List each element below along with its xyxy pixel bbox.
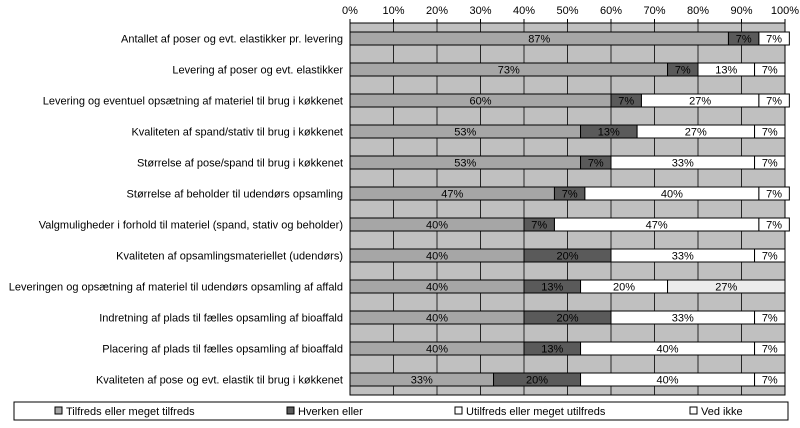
data-label: 40% — [426, 313, 448, 325]
bar-segment — [758, 93, 790, 108]
x-tick-label: 10% — [382, 5, 404, 17]
data-label: 7% — [762, 313, 778, 325]
data-label: 7% — [562, 189, 578, 201]
bar-segment — [754, 248, 786, 263]
data-label: 7% — [736, 34, 752, 46]
data-label: 7% — [766, 220, 782, 232]
category-label: Leveringen og opsætning af materiel til … — [9, 282, 343, 294]
category-label: Størrelse af pose/spand til brug i køkke… — [137, 158, 343, 170]
data-label: 7% — [762, 344, 778, 356]
bar-segment — [754, 155, 786, 170]
legend-label: Hverken eller — [298, 406, 363, 418]
bar-segment — [758, 31, 790, 46]
category-label: Kvaliteten af opsamlingsmateriellet (ude… — [116, 251, 343, 263]
data-label: 13% — [598, 127, 620, 139]
data-label: 7% — [588, 158, 604, 170]
category-label: Størrelse af beholder til udendørs opsam… — [127, 189, 343, 201]
bar-segment — [754, 310, 786, 325]
data-label: 13% — [541, 282, 563, 294]
x-tick-label: 50% — [556, 5, 578, 17]
category-label: Levering og eventuel opsætning af materi… — [43, 96, 343, 108]
data-label: 33% — [672, 313, 694, 325]
data-label: 27% — [689, 96, 711, 108]
data-label: 7% — [762, 375, 778, 387]
x-tick-label: 30% — [469, 5, 491, 17]
x-tick-label: 40% — [513, 5, 535, 17]
data-label: 7% — [675, 65, 691, 77]
x-tick-label: 70% — [643, 5, 665, 17]
x-tick-label: 100% — [771, 5, 799, 17]
data-label: 7% — [762, 158, 778, 170]
data-label: 40% — [657, 344, 679, 356]
data-label: 47% — [441, 189, 463, 201]
data-label: 73% — [498, 65, 520, 77]
data-label: 40% — [426, 220, 448, 232]
data-label: 40% — [661, 189, 683, 201]
data-label: 53% — [454, 127, 476, 139]
data-label: 40% — [426, 344, 448, 356]
data-label: 33% — [672, 158, 694, 170]
legend-label: Utilfreds eller meget utilfreds — [466, 406, 606, 418]
bar-segment — [754, 62, 786, 77]
category-label: Indretning af plads til fælles opsamling… — [99, 313, 343, 325]
category-label: Kvaliteten af pose og evt. elastik til b… — [96, 375, 343, 387]
data-label: 53% — [454, 158, 476, 170]
data-label: 60% — [469, 96, 491, 108]
data-label: 7% — [618, 96, 634, 108]
legend-swatch — [286, 406, 295, 415]
data-label: 7% — [531, 220, 547, 232]
x-tick-label: 90% — [730, 5, 752, 17]
data-label: 20% — [526, 375, 548, 387]
legend-box — [13, 401, 789, 421]
category-label: Antallet af poser og evt. elastikker pr.… — [121, 34, 343, 46]
data-label: 13% — [715, 65, 737, 77]
data-label: 7% — [762, 65, 778, 77]
bar-segment — [754, 341, 786, 356]
category-label: Placering af plads til fælles opsamling … — [102, 344, 343, 356]
x-tick-label: 20% — [426, 5, 448, 17]
legend-swatch — [689, 406, 698, 415]
data-label: 40% — [426, 282, 448, 294]
data-label: 27% — [685, 127, 707, 139]
data-label: 20% — [556, 313, 578, 325]
legend-swatch — [454, 406, 463, 415]
category-label: Kvaliteten af spand/stativ til brug i kø… — [131, 127, 343, 139]
data-label: 47% — [646, 220, 668, 232]
legend-label: Tilfreds eller meget tilfreds — [66, 406, 195, 418]
data-label: 20% — [613, 282, 635, 294]
data-label: 7% — [766, 34, 782, 46]
category-label: Valgmuligheder i forhold til materiel (s… — [39, 220, 343, 232]
data-label: 7% — [766, 189, 782, 201]
data-label: 27% — [715, 282, 737, 294]
data-label: 40% — [657, 375, 679, 387]
bar-segment — [754, 124, 786, 139]
legend-label: Ved ikke — [701, 406, 743, 418]
data-label: 7% — [762, 127, 778, 139]
data-label: 33% — [411, 375, 433, 387]
data-label: 40% — [426, 251, 448, 263]
data-label: 7% — [766, 96, 782, 108]
bar-segment — [667, 279, 786, 294]
x-tick-label: 0% — [342, 5, 358, 17]
data-label: 33% — [672, 251, 694, 263]
bar-segment — [754, 372, 786, 387]
bar-segment — [758, 217, 790, 232]
x-tick-label: 80% — [687, 5, 709, 17]
bar-segment — [758, 186, 790, 201]
data-label: 7% — [762, 251, 778, 263]
legend-swatch — [54, 406, 63, 415]
data-label: 13% — [541, 344, 563, 356]
data-label: 87% — [528, 34, 550, 46]
x-tick-label: 60% — [600, 5, 622, 17]
category-label: Levering af poser og evt. elastikker — [172, 65, 343, 77]
data-label: 20% — [556, 251, 578, 263]
